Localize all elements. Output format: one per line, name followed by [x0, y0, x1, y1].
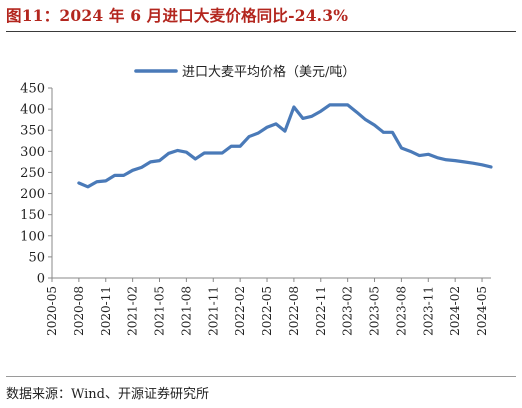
- data-source-note: 数据来源：Wind、开源证券研究所: [6, 387, 209, 402]
- x-tick-label: 2020-08: [72, 286, 86, 336]
- x-tick-label: 2024-05: [475, 286, 489, 336]
- x-tick-label: 2023-02: [341, 286, 355, 336]
- x-tick-label: 2022-02: [233, 286, 247, 336]
- title-rule: [6, 31, 516, 32]
- y-tick-label: 250: [20, 166, 45, 181]
- line-chart: 进口大麦平均价格（美元/吨） 0 50 100 150 200 250 300 350 400 4…: [20, 64, 493, 336]
- y-axis: 0 50 100 150 200 250 300 350 400 450: [20, 82, 53, 287]
- x-tick-label: 2022-05: [260, 286, 274, 336]
- y-tick-label: 200: [20, 187, 45, 202]
- y-tick-label: 450: [20, 82, 45, 97]
- x-tick-label: 2022-11: [314, 286, 328, 336]
- legend-label: 进口大麦平均价格（美元/吨）: [182, 64, 355, 80]
- x-tick-label: 2023-08: [394, 286, 408, 336]
- source-rule: [6, 376, 516, 377]
- y-tick-label: 350: [20, 124, 45, 139]
- x-tick-label: 2021-08: [179, 286, 193, 336]
- x-tick-label: 2021-11: [206, 286, 220, 336]
- plot-area: [77, 103, 493, 189]
- y-tick-label: 300: [20, 145, 45, 160]
- x-tick-label: 2021-02: [126, 286, 140, 336]
- x-tick-label: 2023-11: [421, 286, 435, 336]
- x-tick-label: 2020-05: [45, 286, 59, 336]
- x-axis: 2020-05 2020-08 2020-11 2021-02 2021-05 2021-…: [45, 277, 491, 336]
- x-tick-label: 2021-05: [153, 286, 167, 336]
- y-tick-label: 50: [28, 250, 45, 265]
- legend: 进口大麦平均价格（美元/吨）: [134, 64, 355, 80]
- x-tick-label: 2023-05: [368, 286, 382, 336]
- x-tick-label: 2020-11: [99, 286, 113, 336]
- y-tick-label: 100: [20, 229, 45, 244]
- series-line-barley-price: [77, 103, 493, 189]
- y-tick-label: 150: [20, 208, 45, 223]
- y-tick-label: 400: [20, 103, 45, 118]
- x-tick-label: 2024-02: [448, 286, 462, 336]
- y-tick-label: 0: [37, 272, 45, 287]
- chart-title: 图11：2024 年 6 月进口大麦价格同比-24.3%: [6, 6, 349, 25]
- x-tick-label: 2022-08: [287, 286, 301, 336]
